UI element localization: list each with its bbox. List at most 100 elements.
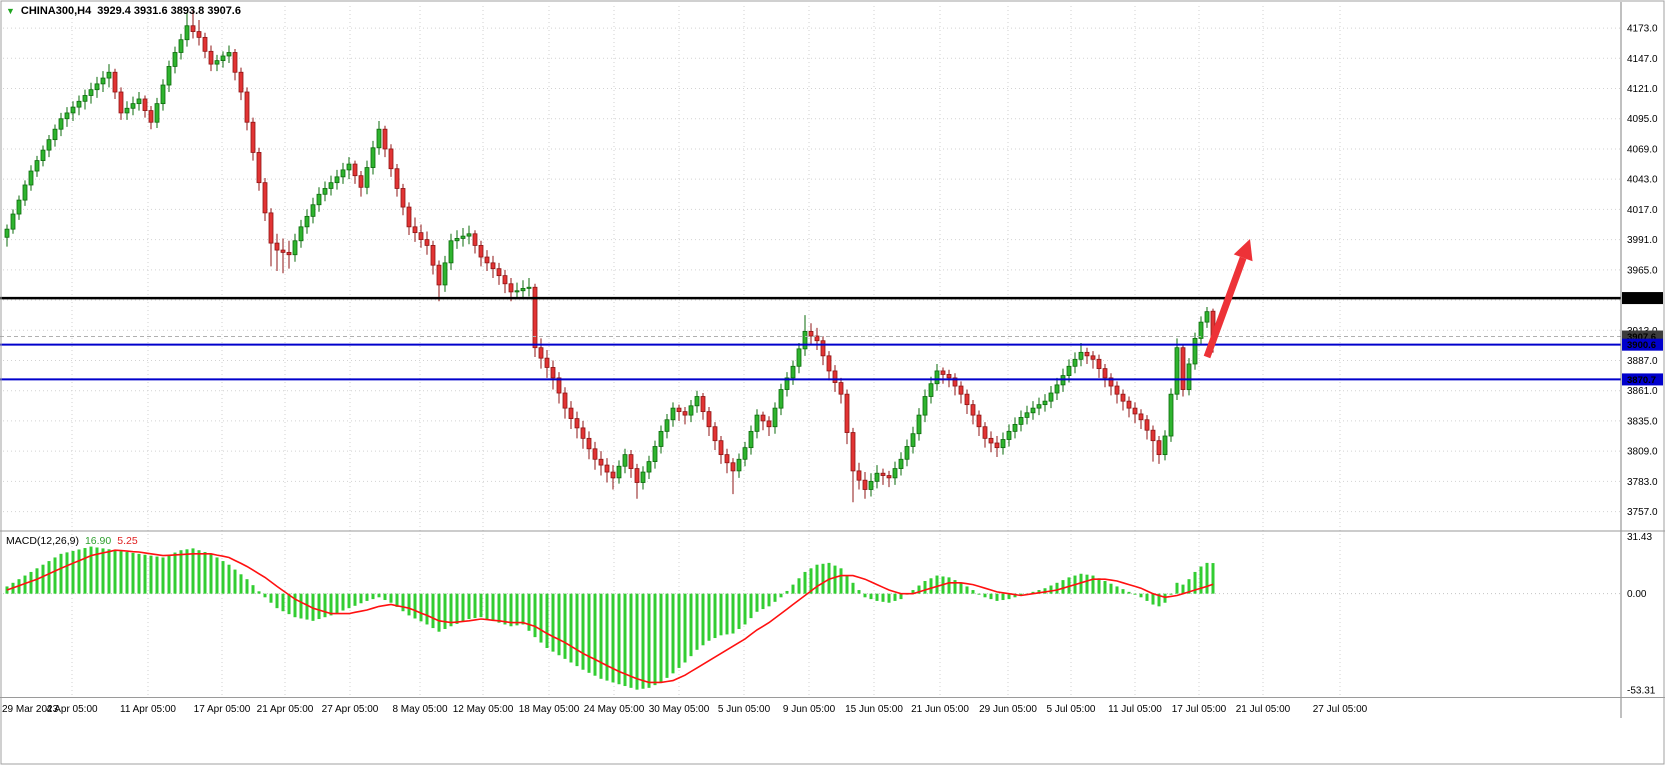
candle-body [790, 365, 796, 379]
candle-body [970, 404, 976, 416]
candle-body [346, 163, 352, 171]
candle-body [190, 25, 196, 32]
macd-histogram-bar [221, 561, 225, 594]
macd-histogram-bar [485, 593, 489, 620]
macd-histogram-bar [83, 548, 87, 594]
candle-body [160, 84, 166, 105]
date-label: 21 Jul 05:00 [1236, 704, 1291, 715]
candle-body [910, 433, 916, 447]
macd-histogram-bar [1163, 593, 1167, 603]
macd-histogram-bar [461, 593, 465, 622]
macd-histogram-bar [809, 568, 813, 594]
candle-body [484, 256, 490, 264]
macd-histogram-bar [263, 593, 267, 598]
candle-body [40, 149, 46, 161]
macd-histogram-bar [1001, 593, 1005, 601]
macd-histogram-bar [113, 550, 117, 594]
macd-histogram-bar [923, 580, 927, 594]
macd-histogram-bar [209, 553, 213, 594]
candle-body [358, 175, 364, 188]
candle-body [220, 55, 226, 62]
candle-body [1084, 351, 1090, 357]
candle-body [868, 480, 874, 490]
macd-histogram-bar [599, 593, 603, 679]
macd-histogram-bar [245, 579, 249, 594]
candle-body [742, 447, 748, 460]
macd-histogram-bar [53, 557, 57, 594]
candle-body [670, 407, 676, 421]
macd-histogram-bar [185, 549, 189, 594]
macd-histogram-bar [683, 593, 687, 663]
macd-histogram-bar [167, 555, 171, 594]
candle-body [688, 405, 694, 416]
macd-histogram-bar [1193, 571, 1197, 594]
candle-body [256, 152, 262, 184]
macd-histogram-bar [947, 577, 951, 594]
price-axis[interactable] [1621, 2, 1663, 718]
macd-histogram-bar [713, 593, 717, 639]
candle-body [1132, 407, 1138, 415]
price-axis-label: 4095.0 [1627, 114, 1658, 125]
candle-body [1066, 365, 1072, 376]
macd-histogram-bar [743, 593, 747, 625]
annotation-arrow[interactable] [1203, 256, 1247, 359]
symbol-dropdown-icon[interactable]: ▼ [6, 5, 15, 16]
annotation-arrow-head[interactable] [1233, 239, 1253, 262]
candle-body [370, 147, 376, 168]
candle-body [532, 286, 538, 349]
candle-body [478, 245, 484, 258]
macd-histogram-bar [581, 593, 585, 670]
time-axis[interactable] [0, 698, 1620, 720]
candle-body [748, 430, 754, 449]
candle-body [610, 471, 616, 479]
price-axis-label: 4069.0 [1627, 144, 1658, 155]
macd-histogram-bar [857, 590, 861, 594]
candle-body [916, 414, 922, 435]
candle-body [856, 470, 862, 481]
chart-plot-area[interactable] [3, 6, 1620, 529]
macd-histogram-bar [215, 557, 219, 594]
candle-body [694, 396, 700, 407]
macd-histogram-bar [755, 593, 759, 612]
candle-body [16, 199, 22, 215]
candle-body [112, 71, 118, 93]
candle-body [10, 213, 16, 230]
macd-histogram-bar [251, 585, 255, 594]
macd-histogram-bar [653, 593, 657, 686]
macd-histogram-bar [725, 593, 729, 635]
candle-body [724, 454, 730, 464]
candle-body [934, 370, 940, 385]
candle-body [340, 169, 346, 178]
macd-histogram-bar [383, 593, 387, 601]
candle-body [820, 340, 826, 357]
candle-body [796, 348, 802, 367]
candle-body [718, 440, 724, 456]
candle-body [142, 98, 148, 111]
candle-body [244, 91, 250, 123]
macd-histogram-bar [41, 564, 45, 594]
candle-body [586, 437, 592, 450]
price-axis-label: 4147.0 [1627, 54, 1658, 65]
macd-histogram-bar [401, 593, 405, 612]
candle-body [448, 240, 454, 264]
macd-histogram-bar [539, 593, 543, 643]
candle-body [1138, 413, 1144, 421]
candle-body [1096, 358, 1102, 370]
candle-body [808, 331, 814, 337]
candle-body [292, 240, 298, 256]
candle-body [328, 182, 334, 189]
candle-body [706, 411, 712, 428]
macd-histogram-bar [1205, 562, 1209, 594]
price-badge-label: 3870.7 [1627, 375, 1656, 386]
candle-body [850, 432, 856, 472]
candle-body [838, 382, 844, 395]
candle-body [70, 106, 76, 114]
candle-body [1198, 321, 1204, 339]
candle-body [442, 262, 448, 286]
macd-histogram-bar [137, 553, 141, 594]
macd-histogram-bar [1169, 593, 1173, 595]
candle-body [46, 139, 52, 151]
macd-histogram-bar [71, 550, 75, 594]
